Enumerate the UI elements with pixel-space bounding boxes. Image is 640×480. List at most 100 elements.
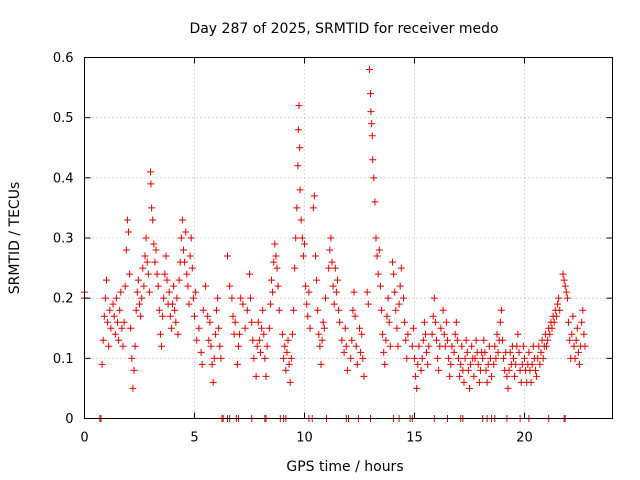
data-point (317, 360, 325, 368)
data-point (275, 306, 283, 314)
data-point (291, 264, 299, 272)
data-point (123, 216, 131, 224)
data-point (411, 354, 418, 362)
data-point (505, 366, 513, 374)
data-point (481, 348, 489, 356)
data-point (151, 258, 159, 266)
data-point (358, 330, 366, 338)
data-point (126, 270, 134, 278)
data-point (215, 324, 223, 332)
data-point (383, 312, 391, 320)
data-point (213, 306, 220, 314)
data-point (342, 342, 350, 350)
data-point (461, 354, 469, 362)
y-tick-label: 0.1 (53, 352, 74, 367)
y-tick-label: 0.3 (53, 232, 74, 247)
data-point (152, 246, 160, 254)
data-point (315, 330, 323, 338)
data-point (340, 348, 348, 356)
data-point (455, 354, 462, 362)
data-point (363, 288, 371, 296)
data-point (452, 318, 460, 326)
data-point (572, 336, 580, 344)
data-point (136, 300, 143, 308)
x-axis-label: GPS time / hours (286, 459, 403, 475)
data-point (494, 348, 502, 356)
y-axis-ticks: 0 0.1 0.2 0.3 0.4 0.5 0.6 (53, 51, 613, 427)
data-point (503, 372, 511, 380)
data-point (285, 360, 293, 368)
data-point (259, 306, 267, 314)
data-point (532, 366, 539, 374)
data-point (156, 330, 164, 338)
data-point (447, 360, 455, 368)
data-point (183, 270, 191, 278)
data-point (257, 348, 264, 356)
data-point (378, 306, 385, 314)
data-point (330, 300, 338, 308)
data-point (105, 342, 113, 350)
data-point (319, 318, 327, 326)
x-tick-label: 20 (516, 431, 533, 446)
data-point (569, 312, 577, 320)
data-point (420, 318, 428, 326)
data-point (295, 102, 303, 110)
data-point (272, 252, 280, 260)
data-point (419, 336, 427, 344)
data-point (371, 198, 379, 206)
data-point (189, 294, 197, 302)
data-point (537, 348, 545, 356)
data-point (327, 234, 335, 242)
data-point (270, 258, 278, 266)
data-point (160, 294, 168, 302)
data-point (445, 354, 453, 362)
data-point (314, 306, 322, 314)
data-point (386, 342, 394, 350)
data-point (109, 300, 117, 308)
data-point (133, 288, 141, 296)
data-point (175, 276, 183, 284)
x-tick-label: 10 (296, 431, 313, 446)
data-point (491, 342, 499, 350)
data-point (559, 270, 567, 278)
data-point (466, 384, 473, 392)
data-point (265, 324, 273, 332)
data-point (394, 342, 402, 350)
data-point (279, 330, 286, 338)
data-point (163, 276, 171, 284)
data-point (316, 342, 324, 350)
data-point (170, 282, 178, 290)
data-point (167, 324, 175, 332)
data-point (353, 360, 361, 368)
data-point (290, 306, 297, 314)
data-point (380, 348, 388, 356)
data-point (350, 288, 358, 296)
data-point (271, 240, 279, 248)
data-point (117, 288, 125, 296)
data-point (554, 300, 561, 308)
data-point (385, 318, 393, 326)
data-point (439, 306, 447, 314)
data-point (103, 276, 110, 284)
data-point (236, 330, 244, 338)
data-point (579, 306, 587, 314)
data-point (216, 342, 224, 350)
data-point (412, 372, 420, 380)
data-point (442, 318, 450, 326)
data-point (390, 270, 398, 278)
data-point (479, 354, 487, 362)
data-point (282, 366, 290, 374)
data-point (510, 354, 517, 362)
x-axis-ticks: 0 5 10 15 20 (80, 57, 533, 446)
data-point (375, 246, 383, 254)
data-point (546, 330, 554, 338)
data-point (294, 126, 302, 134)
data-point (413, 384, 421, 392)
data-point (384, 294, 392, 302)
data-point (241, 324, 249, 332)
data-point (548, 324, 556, 332)
data-point (169, 300, 176, 308)
y-axis-label: SRMTID / TECUs (7, 182, 23, 295)
